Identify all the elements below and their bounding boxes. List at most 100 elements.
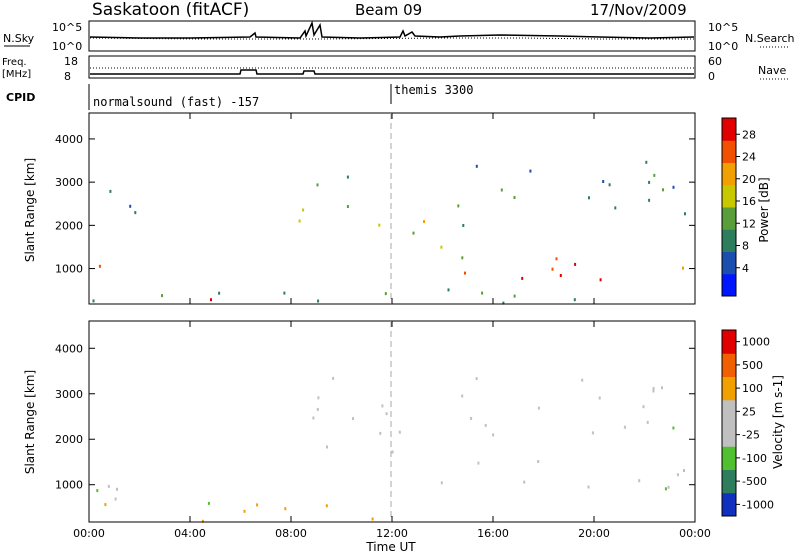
heatmap-cell xyxy=(317,396,320,400)
heatmap-cell xyxy=(352,417,354,421)
heatmap-cell xyxy=(243,509,246,513)
colorbar-segment xyxy=(722,399,736,424)
colorbar-tick-label: 100 xyxy=(742,382,763,395)
x-tick-label: 20:00 xyxy=(578,527,610,540)
heatmap-cell xyxy=(201,519,204,523)
heatmap-cell xyxy=(646,420,649,424)
nsearch-label: N.Search xyxy=(745,32,795,45)
colorbar-frame xyxy=(721,117,737,297)
heatmap-cell xyxy=(667,485,670,489)
heatmap-cell xyxy=(440,481,443,485)
heatmap-cell xyxy=(116,487,118,491)
colorbar-tick-label: -25 xyxy=(742,429,760,442)
heatmap-cell xyxy=(256,503,259,507)
heatmap-cell xyxy=(555,257,558,261)
freq-trace xyxy=(90,69,694,75)
nsky-tick-low: 10^0 xyxy=(52,40,82,53)
colorbar-tick-label: 28 xyxy=(742,128,756,141)
power-colorbar: Power [dB] 28 24 20 16 12 8 4 xyxy=(721,117,771,297)
colorbar-tick-label: 500 xyxy=(742,359,763,372)
colorbar-segment xyxy=(722,229,736,252)
heatmap-cell xyxy=(581,378,584,382)
heatmap-cell xyxy=(574,262,577,266)
heatmap-cell xyxy=(461,256,464,260)
heatmap-cell xyxy=(412,231,415,235)
heatmap-cell xyxy=(371,517,374,521)
colorbar-segment xyxy=(722,251,736,275)
heatmap-cell xyxy=(602,180,605,183)
nsky-tick-high: 10^5 xyxy=(52,21,82,34)
y-tick-label: 1000 xyxy=(55,263,83,276)
cpid-label: CPID xyxy=(6,91,35,104)
heatmap-cell xyxy=(316,407,319,411)
heatmap-cell xyxy=(332,376,335,380)
heatmap-cell xyxy=(587,485,590,489)
heatmap-cell xyxy=(423,220,425,224)
heatmap-cell xyxy=(379,431,382,435)
heatmap-cell xyxy=(537,460,540,463)
velocity-xlabel: Time UT xyxy=(365,540,416,554)
heatmap-cell xyxy=(316,183,319,187)
heatmap-cell xyxy=(114,497,117,501)
colorbar-tick-label: 16 xyxy=(742,195,756,208)
colorbar-tick-label: 4 xyxy=(742,262,749,275)
nsearch-tick-low: 10^0 xyxy=(708,40,738,53)
heatmap-cell xyxy=(672,426,675,430)
colorbar-segment xyxy=(722,469,736,494)
heatmap-cell xyxy=(346,175,349,179)
freq-tick-high: 18 xyxy=(64,55,78,68)
colorbar-frame xyxy=(721,329,737,517)
heatmap-cell xyxy=(326,445,328,449)
power-colorbar-label: Power [dB] xyxy=(757,177,771,242)
heatmap-cell xyxy=(475,377,478,381)
heatmap-cell xyxy=(210,298,212,302)
power-panel: 1000 2000 3000 4000 Slant Range [km] xyxy=(23,112,696,305)
heatmap-cell xyxy=(513,294,516,298)
y-tick-label: 4000 xyxy=(55,133,83,146)
colorbar-segment xyxy=(722,162,736,186)
cpid-program-2: themis 3300 xyxy=(394,83,473,97)
heatmap-cell xyxy=(298,219,301,223)
colorbar-segment xyxy=(722,376,736,401)
y-tick-label: 1000 xyxy=(55,479,83,492)
heatmap-cell xyxy=(652,387,655,390)
heatmap-cell xyxy=(462,224,465,227)
heatmap-cell xyxy=(599,278,602,282)
heatmap-cell xyxy=(588,196,590,200)
heatmap-cell xyxy=(109,189,112,193)
x-tick-label: 04:00 xyxy=(174,527,206,540)
heatmap-cell xyxy=(653,173,656,177)
heatmap-cell xyxy=(381,404,384,408)
freq-panel: Freq. [MHz] 18 8 Nave 60 0 xyxy=(2,55,790,83)
heatmap-cell xyxy=(470,417,473,420)
velocity-colorbar: Velocity [m s-1] 1000 500 100 25 -25 -100 -500… xyxy=(721,329,785,517)
heatmap-cell xyxy=(104,503,107,507)
heatmap-cell xyxy=(218,291,221,295)
colorbar-tick-label: 12 xyxy=(742,217,756,230)
colorbar-tick-label: 8 xyxy=(742,240,749,253)
heatmap-cell xyxy=(662,188,664,192)
heatmap-cell xyxy=(521,276,524,280)
nsky-trace xyxy=(89,20,695,39)
colorbar-segment xyxy=(722,446,736,470)
power-ylabel: Slant Range [km] xyxy=(23,158,37,262)
y-tick-label: 2000 xyxy=(55,219,83,232)
heatmap-cell xyxy=(648,180,651,184)
heatmap-cell xyxy=(207,501,210,505)
heatmap-cell xyxy=(598,396,601,400)
heatmap-cell xyxy=(98,264,101,268)
heatmap-cell xyxy=(378,223,381,227)
heatmap-cell xyxy=(523,480,526,484)
heatmap-cell xyxy=(96,489,99,493)
heatmap-cell xyxy=(573,298,576,302)
heatmap-cell xyxy=(614,206,617,210)
freq-unit: [MHz] xyxy=(2,69,31,80)
colorbar-segment xyxy=(722,330,736,354)
nave-tick-high: 60 xyxy=(708,55,722,68)
heatmap-cell xyxy=(440,245,443,249)
date-title: 17/Nov/2009 xyxy=(590,1,687,19)
x-tick-label: 12:00 xyxy=(376,527,408,540)
heatmap-cell xyxy=(642,405,645,409)
velocity-ylabel: Slant Range [km] xyxy=(23,370,37,474)
